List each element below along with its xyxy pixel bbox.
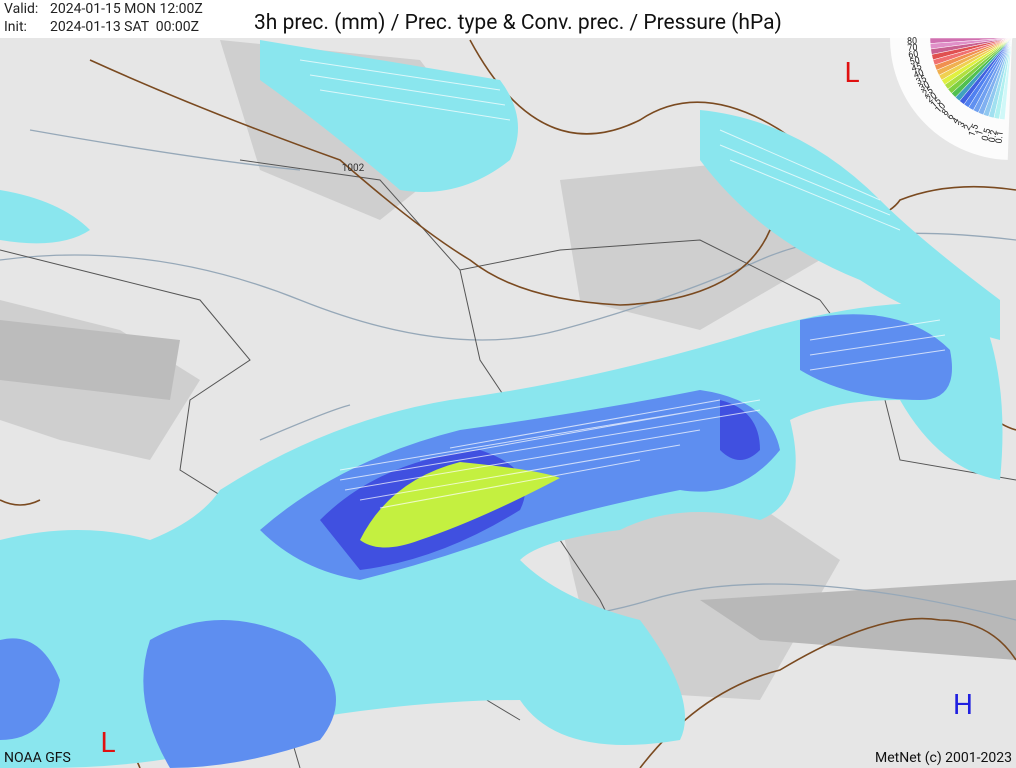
legend-swatch [999,37,1013,120]
legend-label: 35 [915,74,928,87]
legend-label: 80 [907,37,917,47]
valid-label: Valid: [4,1,38,17]
low-pressure-label: L [844,56,859,89]
legend-label: 70 [907,43,918,54]
init-time: 2024-01-13 SAT 00:00Z [50,19,199,35]
snow-hatching [299,59,946,509]
source-label: NOAA GFS [4,750,71,766]
legend-label: 50 [909,56,921,68]
legend-label: 25 [921,86,935,100]
legend: 807060504540353025201510864321.510.50.20… [889,31,1013,160]
legend-label: 2 [963,123,974,132]
legend-label: 1.5 [967,123,981,138]
legend-label: 40 [912,68,925,81]
header-bar [0,0,1016,38]
legend-label: 6 [945,112,956,122]
legend-label: 0.5 [981,128,994,143]
legend-label: 3 [957,120,968,129]
legend-label: 0.1 [995,131,1006,145]
legend-label: 1 [975,129,986,137]
legend-label: 30 [918,80,932,94]
legend-label: 4 [951,116,962,126]
init-label: Init: [4,19,27,35]
legend-label: 45 [910,62,923,75]
legend-label: 60 [908,49,920,61]
credit-label: MetNet (c) 2001-2023 [875,750,1012,766]
low-pressure-label: L [100,726,115,759]
legend-label: 15 [929,96,943,110]
legend-label: 8 [940,108,951,118]
map-title: 3h prec. (mm) / Prec. type & Conv. prec.… [254,11,782,35]
legend-label: 0.2 [988,129,1000,143]
legend-label: 20 [925,91,939,105]
valid-time: 2024-01-15 MON 12:00Z [50,1,203,17]
high-pressure-label: H [953,688,973,721]
isobar-label: 1002 [342,163,365,174]
